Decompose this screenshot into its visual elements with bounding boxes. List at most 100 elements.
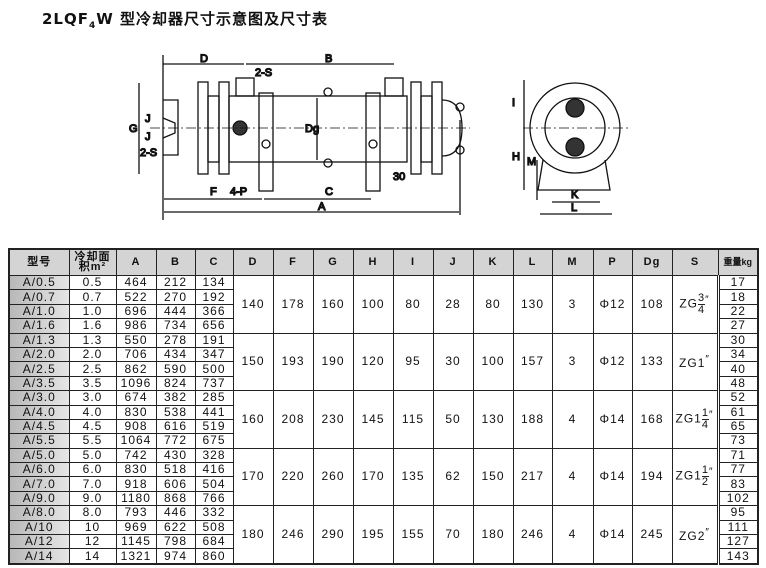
- table-row: A/8.0 8.0 793 446 332 180 246 290 195 155 70 180 246…: [8, 505, 759, 565]
- cell-l: 188: [512, 390, 553, 449]
- cell-a: 918: [115, 476, 157, 492]
- table-row: A/0.5 0.5 464 212 134 140 178 160 100 80 28 80 130 3 Φ…: [8, 274, 759, 334]
- cell-model: A/0.5: [8, 274, 70, 291]
- cell-p: Φ14: [592, 390, 633, 449]
- cell-m: 4: [551, 447, 594, 507]
- fraction-num: 1: [701, 464, 709, 478]
- cell-a: 742: [115, 447, 157, 464]
- cell-area: 0.5: [68, 274, 117, 291]
- cell-b: 798: [155, 534, 196, 550]
- table-row: A/7.0 7.0 918 606 504 83: [8, 476, 759, 492]
- fraction-den: 4: [698, 303, 706, 316]
- column-header: D: [232, 248, 274, 276]
- column-header: P: [592, 248, 633, 276]
- table-row: A/10 10 969 622 508 111: [8, 519, 759, 536]
- cell-model: A/5.5: [8, 433, 70, 449]
- table-row: A/14 14 1321 974 860 143: [8, 548, 759, 565]
- cell-kg: 18: [716, 289, 759, 305]
- cell-b: 616: [155, 418, 196, 435]
- cell-c: 766: [194, 490, 234, 507]
- column-header: J: [432, 248, 474, 276]
- inch-mark: ″: [708, 467, 714, 479]
- cell-kg: 34: [716, 346, 759, 363]
- title-prefix: 2LQF: [42, 10, 89, 28]
- cell-c: 366: [194, 303, 234, 320]
- cell-a: 1145: [115, 534, 157, 550]
- cell-dg: 133: [631, 332, 673, 392]
- cell-d: 170: [232, 447, 274, 507]
- cell-model: A/9.0: [8, 490, 70, 507]
- cell-model: A/2.0: [8, 346, 70, 363]
- column-header: B: [155, 248, 196, 276]
- cell-b: 278: [155, 332, 196, 348]
- table-row: A/5.0 5.0 742 430 328 170 220 260 170 135 62 150 217…: [8, 447, 759, 507]
- cell-kg: 52: [716, 390, 759, 406]
- cell-model: A/4.0: [8, 404, 70, 420]
- label-B: B: [325, 53, 332, 65]
- cell-g: 290: [312, 505, 354, 565]
- page-title: 2LQF4W 型冷却器尺寸示意图及尺寸表: [42, 8, 328, 31]
- cell-area: 9.0: [68, 490, 117, 507]
- column-header: I: [392, 248, 434, 276]
- cell-c: 441: [194, 404, 234, 420]
- inch-mark: ″: [705, 354, 710, 366]
- cell-kg: 83: [716, 476, 759, 492]
- cell-kg: 77: [716, 462, 759, 478]
- thread-base: ZG1: [679, 356, 706, 371]
- cell-a: 986: [115, 318, 157, 334]
- cell-area: 1.6: [68, 318, 117, 334]
- cell-b: 444: [155, 303, 196, 320]
- inch-mark: ″: [708, 409, 714, 421]
- cell-a: 674: [115, 390, 157, 406]
- cell-s: ZG1″: [671, 332, 719, 392]
- cell-b: 382: [155, 390, 196, 406]
- cell-area: 8.0: [68, 505, 117, 521]
- column-header: G: [312, 248, 354, 276]
- label-2S-left: 2-S: [140, 147, 157, 159]
- label-Dg: Dg: [305, 123, 319, 135]
- cell-c: 285: [194, 390, 234, 406]
- cell-b: 974: [155, 548, 196, 565]
- end-view: [523, 80, 630, 215]
- header-cooling-area: 冷却面积m²: [74, 250, 111, 273]
- cell-c: 328: [194, 447, 234, 464]
- cell-area: 3.0: [68, 390, 117, 406]
- cell-l: 130: [512, 275, 553, 334]
- cell-area: 1.3: [68, 332, 117, 348]
- cell-c: 332: [194, 505, 234, 521]
- cell-kg: 111: [716, 519, 759, 536]
- cell-model: A/10: [8, 519, 70, 536]
- cell-c: 675: [194, 433, 234, 449]
- cell-c: 500: [194, 361, 234, 377]
- cell-a: 464: [115, 274, 157, 291]
- label-2S-top: 2-S: [255, 67, 272, 79]
- cell-h: 145: [352, 390, 394, 449]
- cell-d: 150: [232, 332, 274, 392]
- cell-f: 193: [272, 332, 314, 392]
- cell-d: 180: [232, 505, 274, 565]
- cell-area: 7.0: [68, 476, 117, 492]
- cell-c: 684: [194, 534, 234, 550]
- cell-g: 190: [312, 332, 354, 392]
- cell-kg: 65: [716, 418, 759, 435]
- cooler-drawing: D B 2-S G J J 2-S Dg F 4-P C 30 A I H M …: [128, 52, 630, 220]
- cell-kg: 48: [716, 375, 759, 392]
- cell-f: 178: [272, 275, 314, 334]
- cell-c: 737: [194, 375, 234, 392]
- cell-g: 260: [312, 447, 354, 507]
- cell-s: ZG2″: [671, 505, 719, 565]
- cell-dg: 168: [631, 390, 673, 449]
- cell-area: 4.5: [68, 418, 117, 435]
- label-K: K: [571, 189, 579, 201]
- cell-a: 830: [115, 404, 157, 420]
- cell-a: 1321: [115, 548, 157, 565]
- cell-a: 522: [115, 289, 157, 305]
- cell-b: 734: [155, 318, 196, 334]
- cell-model: A/4.5: [8, 418, 70, 435]
- thread-base: ZG1: [675, 411, 702, 426]
- cell-area: 14: [68, 548, 117, 565]
- column-header: S: [671, 248, 719, 276]
- cell-model: A/1.6: [8, 318, 70, 334]
- cell-b: 868: [155, 490, 196, 507]
